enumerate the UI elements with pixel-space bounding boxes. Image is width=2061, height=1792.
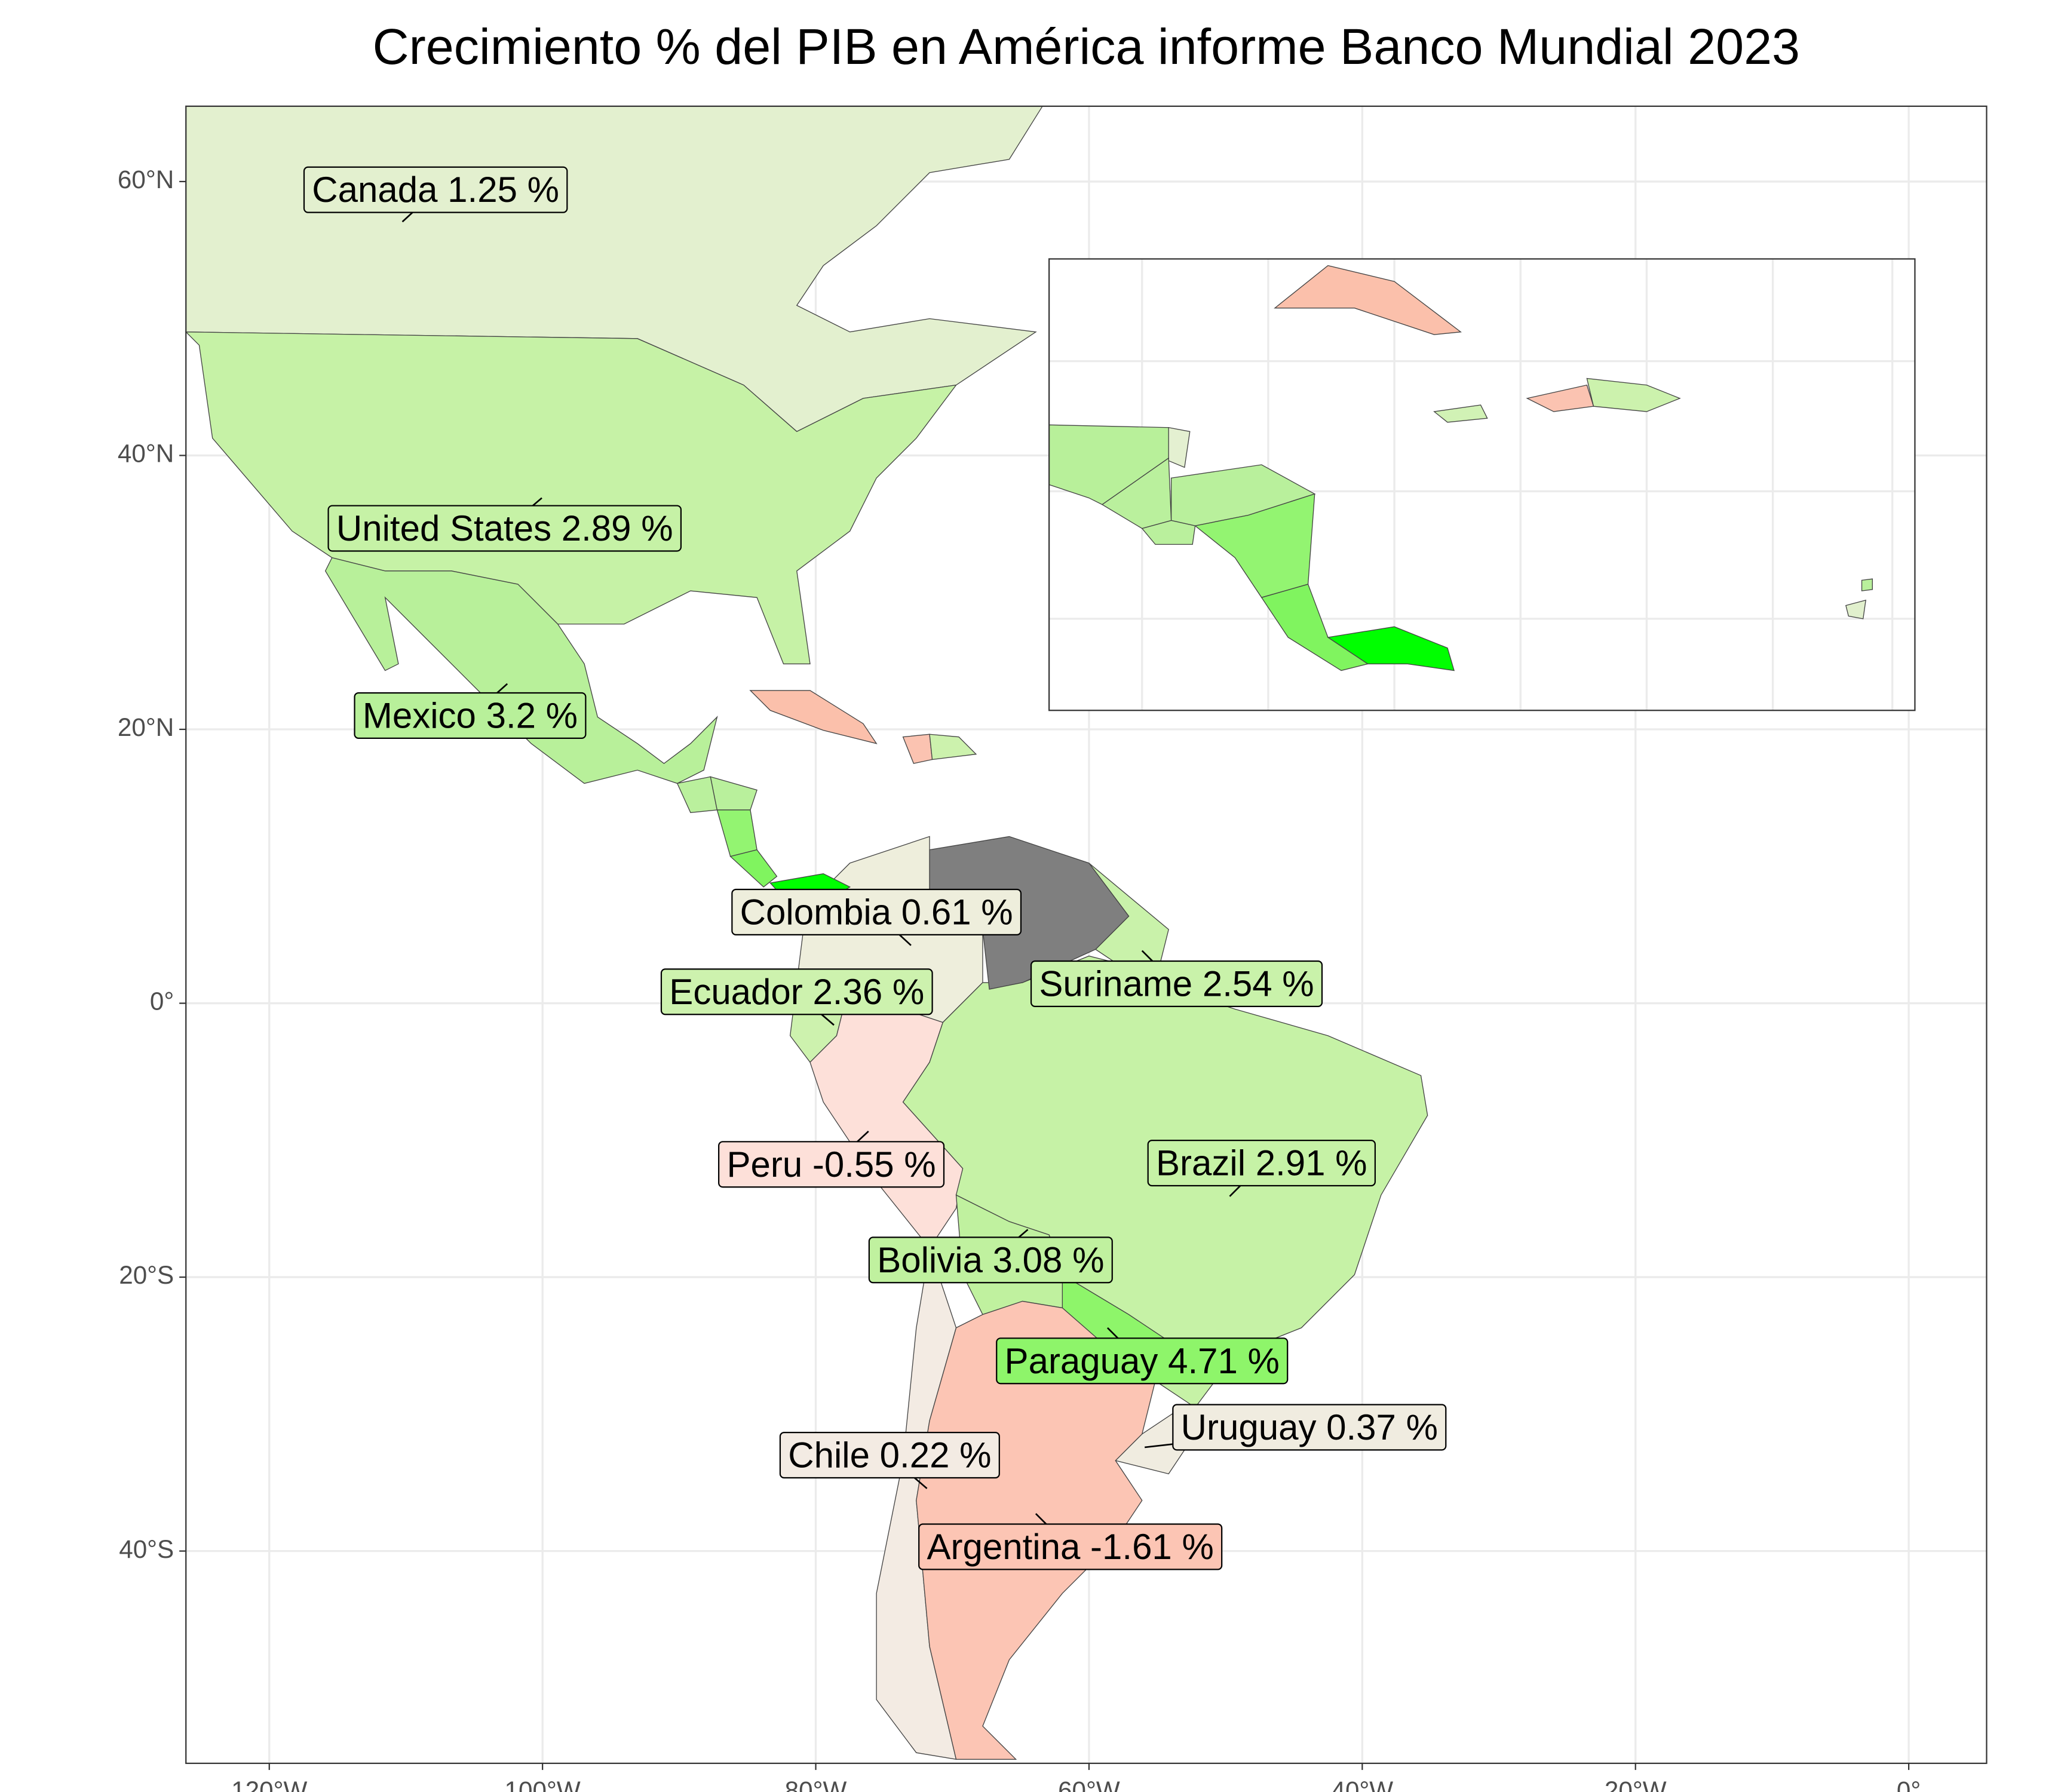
- country: [929, 734, 977, 760]
- data-label: Canada 1.25 %: [312, 170, 559, 210]
- y-tick-label: 0°: [150, 987, 174, 1015]
- x-tick-label: 80°W: [785, 1776, 847, 1792]
- data-label: Argentina -1.61 %: [927, 1527, 1214, 1567]
- label-box: [996, 1337, 1289, 1385]
- x-tick-label: 0°: [1897, 1776, 1921, 1792]
- y-tick-label: 40°N: [118, 440, 174, 468]
- label-box: [868, 1236, 1113, 1284]
- chart-title: Crecimiento % del PIB en América informe…: [373, 19, 1800, 75]
- label-box: [354, 692, 587, 739]
- country: [1327, 626, 1455, 671]
- data-label: Peru -0.55 %: [726, 1144, 936, 1185]
- country: [1274, 265, 1462, 335]
- inset: [1048, 258, 1916, 711]
- country: [1845, 599, 1866, 619]
- data-label: Ecuador 2.36 %: [669, 972, 924, 1012]
- label-box: [718, 1141, 945, 1188]
- country: [729, 849, 778, 888]
- label-box: [660, 968, 933, 1015]
- label-box: [1147, 1139, 1376, 1187]
- inset-border: [1048, 258, 1916, 711]
- label-box: [779, 1432, 1000, 1479]
- y-tick-label: 40°S: [119, 1535, 174, 1563]
- label-box: [327, 505, 682, 552]
- label-box: [918, 1523, 1223, 1570]
- data-label: Paraguay 4.71 %: [1005, 1341, 1280, 1381]
- data-label: United States 2.89 %: [336, 508, 673, 548]
- data-label: Bolivia 3.08 %: [877, 1240, 1104, 1280]
- label-box: [1030, 960, 1323, 1008]
- plot-border: [185, 105, 1988, 1765]
- data-label: Chile 0.22 %: [788, 1435, 991, 1475]
- country: [185, 332, 958, 665]
- y-tick-label: 60°N: [118, 165, 174, 194]
- x-tick-label: 60°W: [1058, 1776, 1120, 1792]
- data-label: Uruguay 0.37 %: [1181, 1407, 1438, 1447]
- data-label: Mexico 3.2 %: [363, 695, 578, 735]
- y-tick-label: 20°S: [119, 1261, 174, 1289]
- x-tick-label: 120°W: [231, 1776, 307, 1792]
- label-box: [731, 888, 1022, 935]
- label-box: [303, 166, 568, 213]
- country: [324, 557, 718, 784]
- x-tick-label: 20°W: [1605, 1776, 1667, 1792]
- country: [1168, 426, 1191, 468]
- country: [1433, 404, 1488, 423]
- country: [749, 690, 878, 744]
- label-box: [1172, 1404, 1447, 1451]
- data-label: Brazil 2.91 %: [1156, 1143, 1367, 1183]
- data-label: Colombia 0.61 %: [740, 892, 1013, 932]
- country: [1141, 520, 1196, 545]
- country: [1586, 378, 1681, 412]
- country: [1861, 578, 1873, 591]
- x-tick-label: 100°W: [505, 1776, 581, 1792]
- data-label: Suriname 2.54 %: [1039, 963, 1314, 1004]
- x-tick-label: 40°W: [1331, 1776, 1393, 1792]
- y-tick-label: 20°N: [118, 713, 174, 741]
